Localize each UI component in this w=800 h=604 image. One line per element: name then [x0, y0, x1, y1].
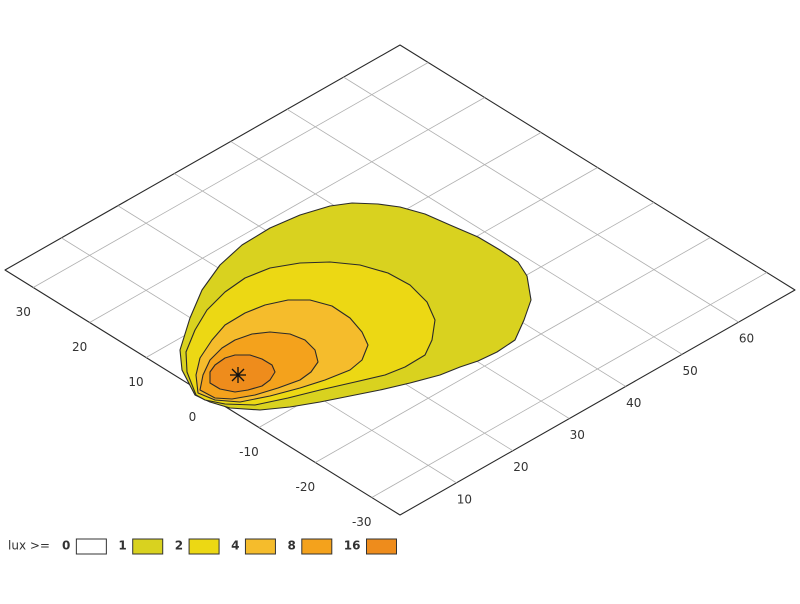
x-tick-label: 10	[457, 492, 472, 506]
x-tick-label: 30	[570, 428, 585, 442]
grid-line	[371, 272, 767, 498]
legend-label: 0	[62, 539, 70, 553]
legend-label: 8	[287, 539, 295, 553]
legend-label: 4	[231, 539, 239, 553]
legend-swatch	[188, 538, 220, 555]
legend: lux >= 0 1 2 4 8 16	[8, 538, 397, 555]
y-tick-label: 30	[16, 305, 31, 319]
x-tick-label: 40	[626, 396, 641, 410]
tick-labels: 10 20 30 40 50 60 -30 -20 -10 0 10 20 30	[16, 305, 755, 529]
contour	[209, 354, 276, 393]
legend-swatch	[132, 538, 164, 555]
y-tick-label: 10	[128, 375, 143, 389]
y-tick-label: -10	[239, 445, 259, 459]
y-tick-label: -20	[296, 480, 316, 494]
x-tick-label: 50	[683, 364, 698, 378]
grid-line	[33, 62, 429, 288]
grid-line	[89, 97, 485, 323]
legend-swatch	[301, 538, 333, 555]
grid-line	[315, 237, 711, 463]
y-tick-label: 0	[189, 410, 197, 424]
legend-title: lux >=	[8, 539, 50, 553]
legend-swatch	[366, 538, 397, 555]
legend-label: 1	[118, 539, 126, 553]
y-tick-label: 20	[72, 340, 87, 354]
legend-swatch	[75, 538, 107, 555]
legend-label: 16	[344, 539, 361, 553]
y-tick-label: -30	[352, 515, 372, 529]
light-source	[230, 367, 246, 383]
x-tick-label: 20	[513, 460, 528, 474]
x-tick-label: 60	[739, 332, 754, 346]
legend-label: 2	[175, 539, 183, 553]
source-marker	[231, 368, 245, 382]
legend-swatch	[244, 538, 276, 555]
